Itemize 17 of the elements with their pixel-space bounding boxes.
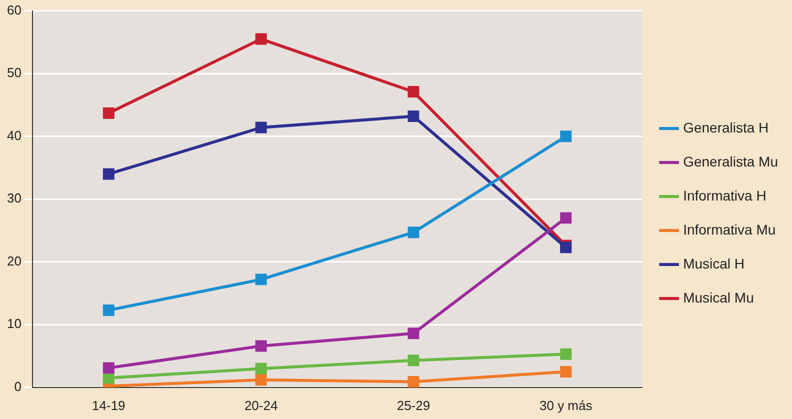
legend-label: Musical H [683,255,745,272]
y-tick-label: 60 [6,2,22,18]
legend-label: Informativa Mu [683,221,776,238]
y-tick-label: 20 [6,253,22,268]
legend-label: Generalista H [683,119,769,136]
y-tick-label: 10 [6,316,22,332]
x-tick-label: 14-19 [92,398,126,413]
y-tick-label: 30 [6,190,22,206]
legend-label: Informativa H [683,187,766,204]
legend-label: Generalista Mu [683,153,778,170]
legend-label: Musical Mu [683,289,754,306]
x-tick-label: 25-29 [396,398,430,413]
x-tick-label: 20-24 [244,398,278,413]
y-tick-label: 0 [14,378,22,394]
y-tick-label: 40 [6,128,22,143]
y-tick-label: 50 [6,65,22,80]
x-tick-label: 30 y más [539,398,593,413]
